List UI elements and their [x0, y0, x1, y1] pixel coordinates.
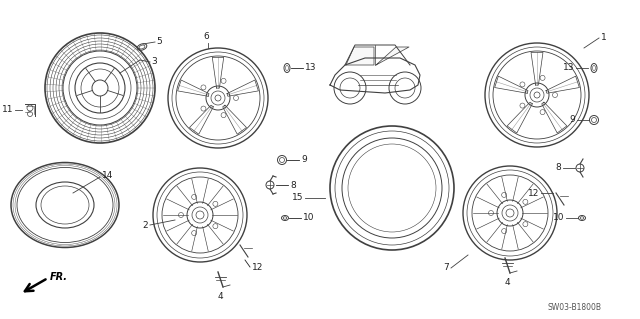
- Text: 15: 15: [291, 194, 303, 203]
- Text: 9: 9: [301, 155, 307, 165]
- Text: 2: 2: [142, 220, 148, 229]
- Text: 14: 14: [102, 172, 113, 181]
- Text: 10: 10: [303, 213, 314, 222]
- Text: 5: 5: [156, 38, 162, 47]
- Text: 7: 7: [444, 263, 449, 272]
- Text: 12: 12: [527, 189, 539, 197]
- Text: 12: 12: [252, 263, 264, 271]
- Text: 13: 13: [563, 63, 574, 72]
- Text: 3: 3: [151, 57, 157, 66]
- Text: FR.: FR.: [50, 272, 68, 282]
- Text: 8: 8: [290, 181, 296, 189]
- Polygon shape: [376, 47, 409, 65]
- Text: 4: 4: [504, 278, 510, 287]
- Polygon shape: [346, 47, 374, 65]
- Text: 11: 11: [1, 106, 13, 115]
- Text: 10: 10: [552, 213, 564, 222]
- Text: 9: 9: [569, 115, 575, 124]
- Text: 8: 8: [556, 164, 561, 173]
- Text: 1: 1: [601, 33, 607, 42]
- Text: 4: 4: [217, 292, 223, 301]
- Text: 13: 13: [305, 63, 317, 72]
- Text: SW03-B1800B: SW03-B1800B: [548, 303, 602, 313]
- Text: 6: 6: [203, 32, 209, 41]
